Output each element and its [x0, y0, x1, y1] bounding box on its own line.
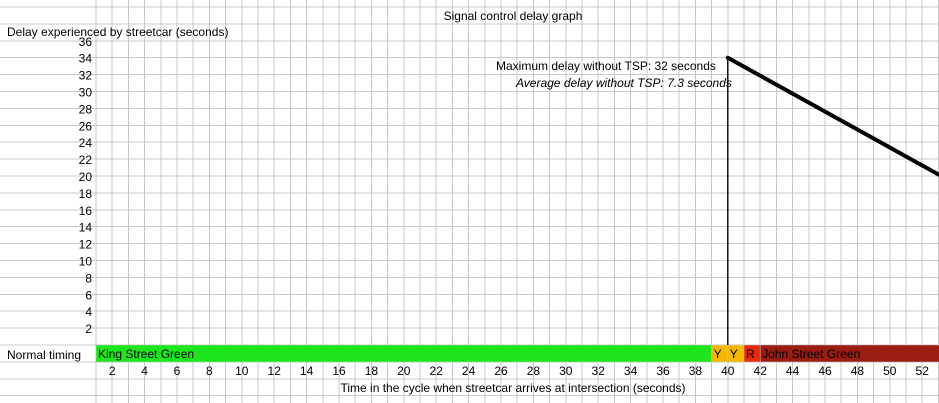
timing-segment: [759, 344, 939, 363]
x-tick-label: 18: [365, 364, 379, 378]
timing-segment-label: Y: [730, 347, 738, 361]
timing-row-label: Normal timing: [7, 348, 81, 362]
x-tick-label: 14: [300, 364, 314, 378]
timing-segment-label: John Street Green: [762, 347, 860, 361]
x-tick-label: 32: [592, 364, 606, 378]
y-tick-label: 10: [79, 255, 93, 269]
x-tick-label: 26: [494, 364, 508, 378]
y-tick-label: 20: [79, 170, 93, 184]
x-tick-label: 8: [206, 364, 213, 378]
timing-segment-label: Y: [714, 347, 722, 361]
x-tick-label: 46: [818, 364, 832, 378]
y-tick-label: 28: [79, 102, 93, 116]
x-tick-label: 40: [721, 364, 735, 378]
x-tick-label: 48: [851, 364, 865, 378]
x-tick-label: 24: [462, 364, 476, 378]
x-tick-label: 22: [430, 364, 444, 378]
y-tick-label: 34: [79, 52, 93, 66]
x-tick-label: 42: [754, 364, 768, 378]
delay-line-vertical: [727, 56, 939, 345]
y-tick-label: 14: [79, 221, 93, 235]
y-tick-label: 32: [79, 69, 93, 83]
y-axis-label: Delay experienced by streetcar (seconds): [7, 25, 228, 39]
chart-title: Signal control delay graph: [444, 9, 583, 23]
y-tick-label: 24: [79, 136, 93, 150]
y-tick-label: 16: [79, 204, 93, 218]
y-tick-label: 6: [85, 288, 92, 302]
x-tick-label: 6: [174, 364, 181, 378]
x-tick-label: 44: [786, 364, 800, 378]
x-tick-label: 28: [527, 364, 541, 378]
y-tick-label: 8: [85, 271, 92, 285]
timing-segment-label: King Street Green: [98, 347, 194, 361]
x-tick-label: 38: [689, 364, 703, 378]
y-tick-label: 22: [79, 153, 93, 167]
x-tick-label: 34: [624, 364, 638, 378]
x-tick-label: 10: [235, 364, 249, 378]
timing-segment-label: R: [746, 347, 755, 361]
y-tick-label: 30: [79, 86, 93, 100]
x-tick-label: 2: [109, 364, 116, 378]
y-tick-label: 12: [79, 238, 93, 252]
x-axis-label: Time in the cycle when streetcar arrives…: [340, 381, 685, 395]
delay-series-group: [725, 55, 939, 345]
y-tick-label: 18: [79, 187, 93, 201]
delay-line-diagonal: [725, 55, 939, 178]
y-tick-label: 26: [79, 119, 93, 133]
x-tick-label: 30: [559, 364, 573, 378]
x-tick-label: 50: [883, 364, 897, 378]
x-tick-label: 52: [916, 364, 930, 378]
x-tick-label: 12: [268, 364, 282, 378]
x-tick-label: 36: [656, 364, 670, 378]
y-tick-label: 36: [79, 35, 93, 49]
x-tick-label: 16: [332, 364, 346, 378]
annotation-max-delay: Maximum delay without TSP: 32 seconds: [496, 59, 716, 73]
annotation-avg-delay: Average delay without TSP: 7.3 seconds: [515, 76, 732, 90]
y-tick-label: 2: [85, 322, 92, 336]
x-tick-label: 4: [141, 364, 148, 378]
x-tick-label: 20: [397, 364, 411, 378]
y-tick-label: 4: [85, 305, 92, 319]
